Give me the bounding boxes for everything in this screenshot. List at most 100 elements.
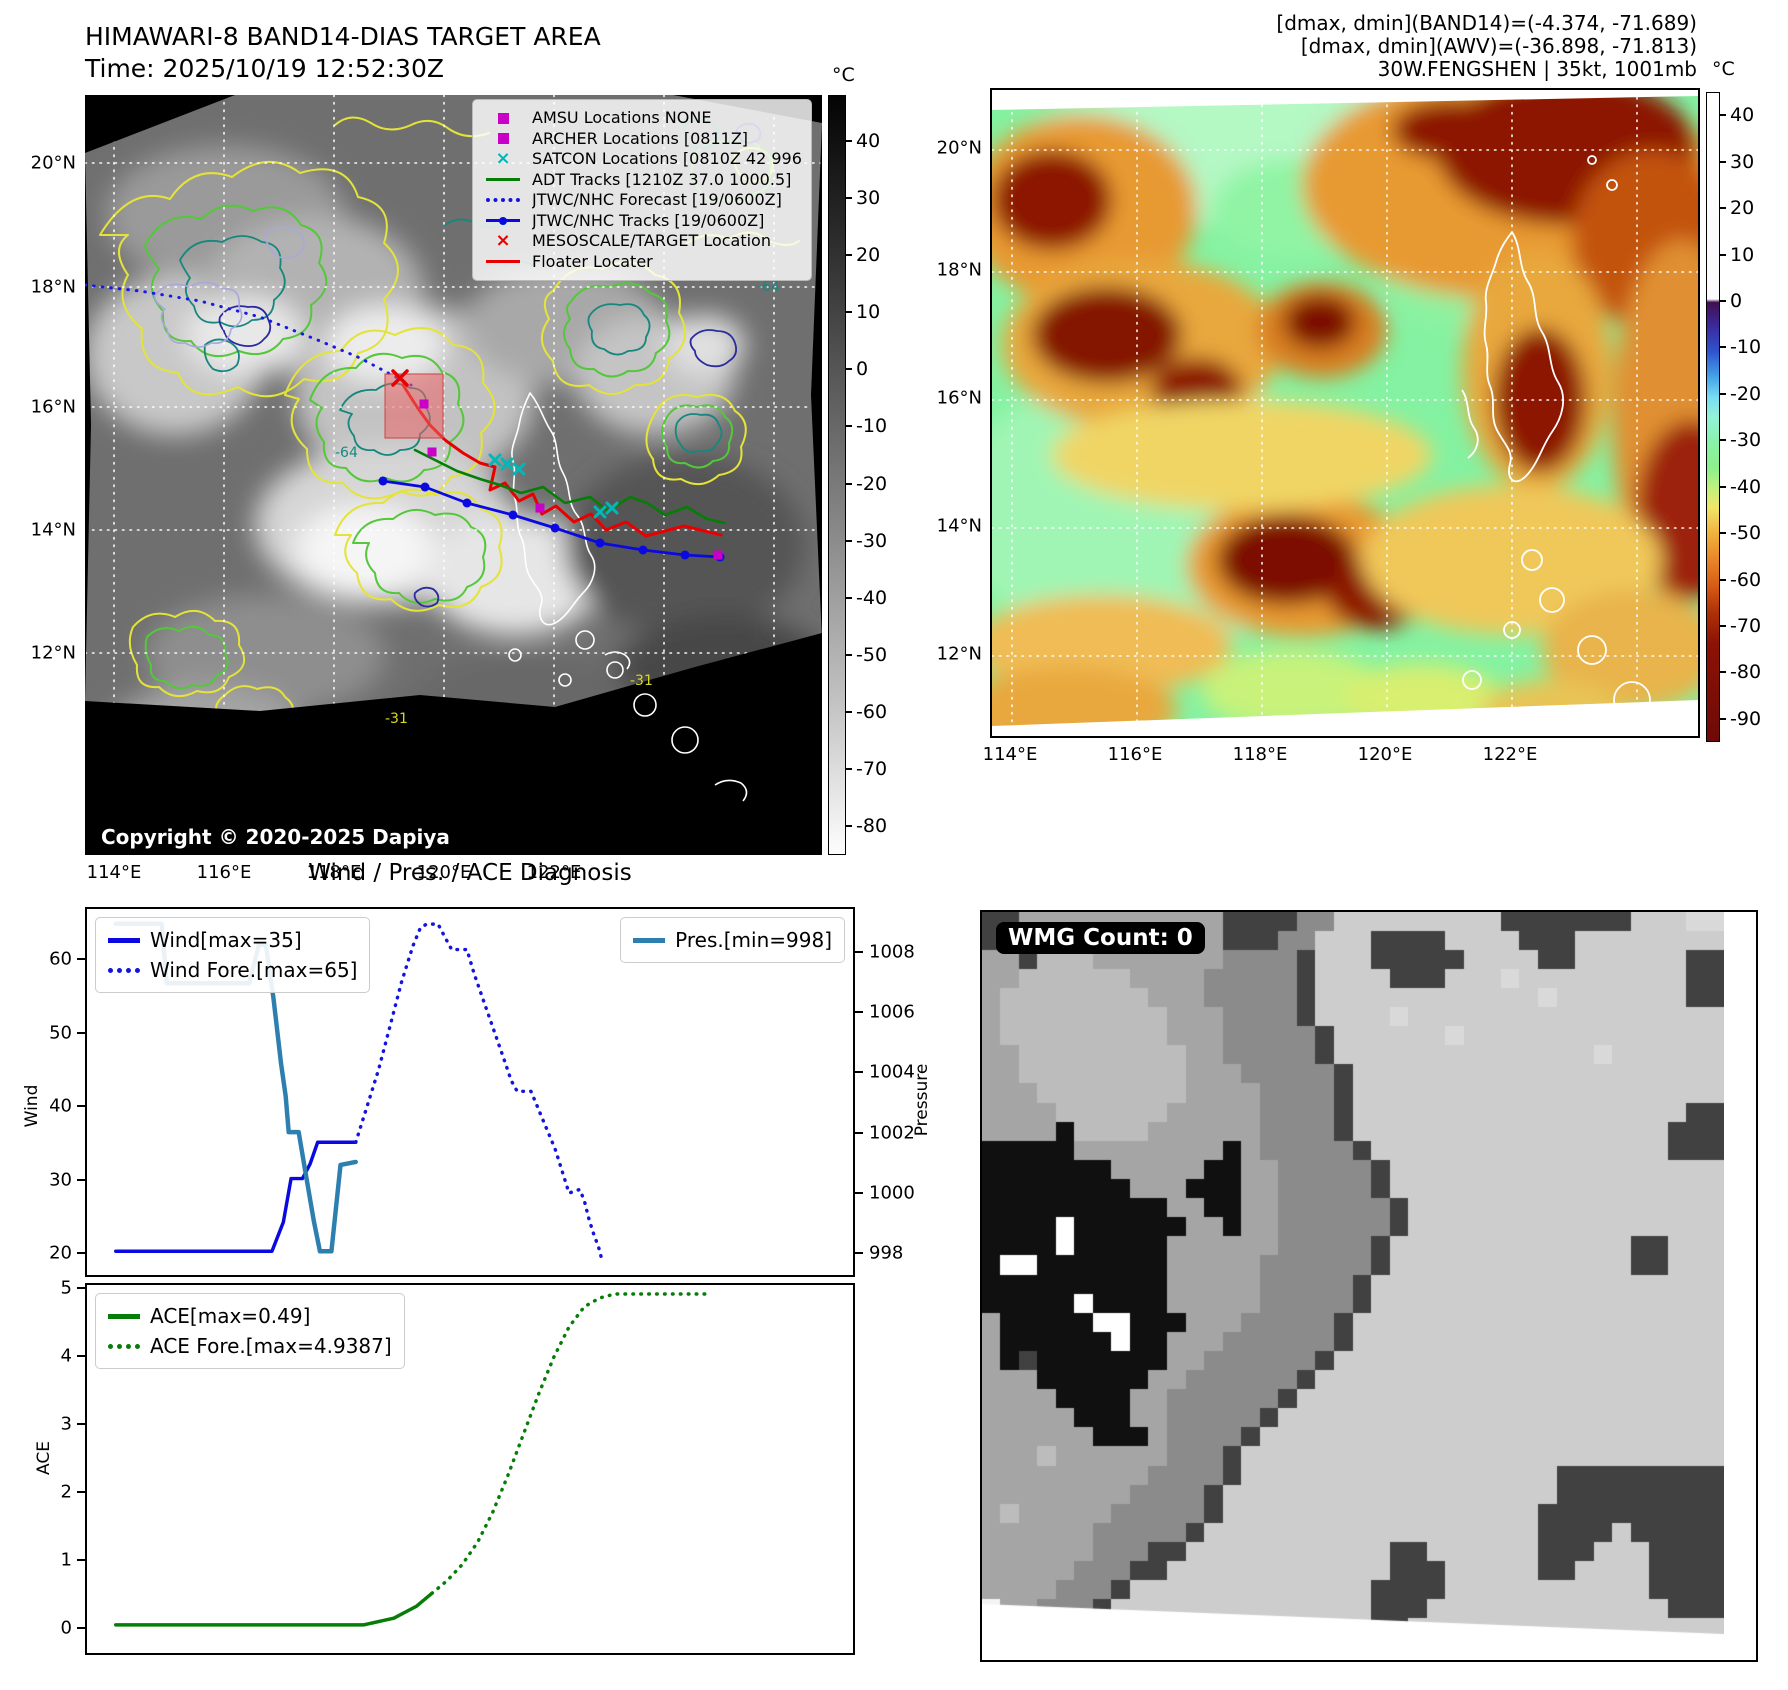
jtwc-nhc-track-point: [550, 523, 560, 533]
pressure-tick: [855, 1252, 863, 1254]
left-colorbar-tick: [846, 368, 852, 371]
archer-location-marker: [427, 447, 437, 457]
map-legend-label: SATCON Locations [0810Z 42 996]: [532, 149, 801, 168]
x-glyph: ×: [495, 148, 511, 170]
left-colorbar-tick-label: 30: [856, 186, 881, 209]
wind-series-label: Wind[max=35]: [150, 928, 302, 952]
satcon-location-marker: [605, 501, 619, 515]
right-colorbar-tick: [1720, 253, 1726, 256]
dmax-dmin-band14: [dmax, dmin](BAND14)=(-4.374, -71.689): [1276, 11, 1697, 35]
wind-tick-label: 60: [49, 948, 72, 970]
map-legend-item: AMSU Locations NONE: [483, 108, 801, 129]
left-colorbar-tick: [846, 196, 852, 199]
line-dot-marker: [483, 211, 523, 231]
pressure-tick-label: 1004: [869, 1061, 915, 1083]
series-ACE Fore.[max=4.9387]: [430, 1292, 708, 1596]
storm-id-intensity: 30W.FENGSHEN | 35kt, 1001mb: [1377, 57, 1697, 81]
left-colorbar-tick-label: 40: [856, 129, 881, 152]
left-colorbar-gradient: [828, 95, 846, 855]
awv-lon-label: 122°E: [1482, 744, 1538, 765]
satcon-location-marker: [488, 453, 502, 467]
chart-title: Wind / Pres. / ACE Diagnosis: [308, 860, 632, 886]
pressure-tick-label: 1002: [869, 1122, 915, 1144]
ace-tick-label: 2: [60, 1481, 72, 1503]
left-colorbar-tick: [846, 654, 852, 656]
ace-series-label: ACE[max=0.49]: [150, 1304, 311, 1328]
pressure-line-swatch: [633, 937, 666, 943]
band14-lon-label: 118°E: [306, 862, 362, 883]
ace-forecast-legend-row: ACE Fore.[max=4.9387]: [108, 1331, 392, 1361]
right-colorbar-tick: [1720, 346, 1726, 349]
right-colorbar-tick: [1720, 717, 1726, 720]
pressure-tick-label: 1008: [869, 941, 915, 963]
awv-coastlines: [1461, 155, 1651, 719]
band14-satellite-map: -64 -64 -31 -31 AMSU Locations NONE ARCHER L…: [83, 94, 845, 856]
x-marker: ×: [483, 231, 523, 251]
left-colorbar-tick-label: -20: [856, 472, 888, 495]
track-layer: -64 -64 -31 -31: [83, 279, 780, 727]
band14-lon-label: 114°E: [86, 862, 142, 883]
line-marker: [483, 252, 523, 272]
map-legend-label: JTWC/NHC Tracks [19/0600Z]: [532, 210, 765, 230]
awv-graticule: [991, 89, 1699, 737]
left-colorbar-tick-label: -30: [856, 529, 888, 552]
right-colorbar-tick-label: -40: [1730, 475, 1762, 498]
ace-forecast-series-label: ACE Fore.[max=4.9387]: [150, 1334, 392, 1358]
ace-tick: [77, 1491, 85, 1493]
wind-legend-row: Wind[max=35]: [108, 925, 357, 955]
pressure-tick: [855, 951, 863, 953]
left-colorbar-tick: [846, 139, 852, 142]
pressure-tick-label: 1000: [869, 1182, 915, 1204]
pressure-legend: Pres.[min=998]: [620, 917, 845, 963]
ace-legend: ACE[max=0.49] ACE Fore.[max=4.9387]: [95, 1293, 405, 1369]
awv-lat-label: 16°N: [936, 387, 982, 409]
right-colorbar-tick-label: 30: [1730, 150, 1755, 173]
line-marker: [483, 170, 523, 190]
pressure-tick: [855, 1131, 863, 1134]
dot-glyph: [499, 217, 507, 226]
ace-tick: [77, 1423, 85, 1425]
jtwc-nhc-track-point: [638, 545, 648, 555]
wind-tick-label: 50: [49, 1022, 72, 1043]
ace-tick-label: 3: [60, 1413, 72, 1435]
right-colorbar-unit: °C: [1712, 58, 1735, 80]
left-colorbar-tick-label: -50: [856, 644, 888, 666]
wind-tick: [77, 1031, 85, 1034]
right-colorbar-tick: [1720, 485, 1726, 488]
wind-pressure-chart: Wind[max=35] Wind Fore.[max=65] Pres.[mi…: [85, 907, 855, 1277]
band14-lat-label: 20°N: [30, 152, 76, 174]
wmg-count-badge: WMG Count: 0: [996, 922, 1205, 954]
awv-lon-label: 120°E: [1357, 744, 1413, 765]
satcon-location-marker: [512, 462, 526, 476]
pressure-tick: [855, 1191, 863, 1194]
awv-lat-label: 18°N: [936, 259, 982, 281]
right-colorbar-tick: [1720, 578, 1726, 581]
map-legend-item: × MESOSCALE/TARGET Location: [483, 231, 801, 252]
left-colorbar-tick: [846, 425, 852, 428]
right-colorbar-gradient: [1706, 92, 1720, 742]
map-legend-label: ARCHER Locations [0811Z]: [532, 128, 749, 148]
right-colorbar-tick: [1720, 392, 1726, 395]
left-colorbar-tick: [846, 311, 852, 314]
left-colorbar-unit: °C: [832, 64, 855, 86]
line-dot-glyph: [486, 217, 520, 226]
left-colorbar-tick-label: -40: [856, 586, 888, 609]
wind-legend: Wind[max=35] Wind Fore.[max=65]: [95, 917, 371, 993]
ace-tick-label: 0: [60, 1617, 72, 1639]
x-marker: ×: [483, 149, 523, 169]
square-glyph: [497, 112, 509, 124]
contour-value-label: -64: [757, 279, 780, 295]
ace-axis-label: ACE: [34, 1441, 54, 1475]
dmax-dmin-awv: [dmax, dmin](AWV)=(-36.898, -71.813): [1300, 34, 1697, 58]
right-colorbar-tick-label: -60: [1730, 568, 1762, 591]
series-Wind[max=35]: [114, 1140, 358, 1253]
wind-forecast-series-label: Wind Fore.[max=65]: [150, 958, 358, 982]
map-legend-item: ARCHER Locations [0811Z]: [483, 129, 801, 150]
jtwc-nhc-track-point: [378, 476, 388, 486]
square-glyph: [497, 133, 509, 145]
mesoscale-target-marker: [391, 369, 409, 387]
map-legend-label: Floater Locater: [532, 251, 653, 271]
awv-lon-label: 116°E: [1107, 744, 1163, 765]
series-Wind Fore.[max=65]: [354, 922, 605, 1264]
